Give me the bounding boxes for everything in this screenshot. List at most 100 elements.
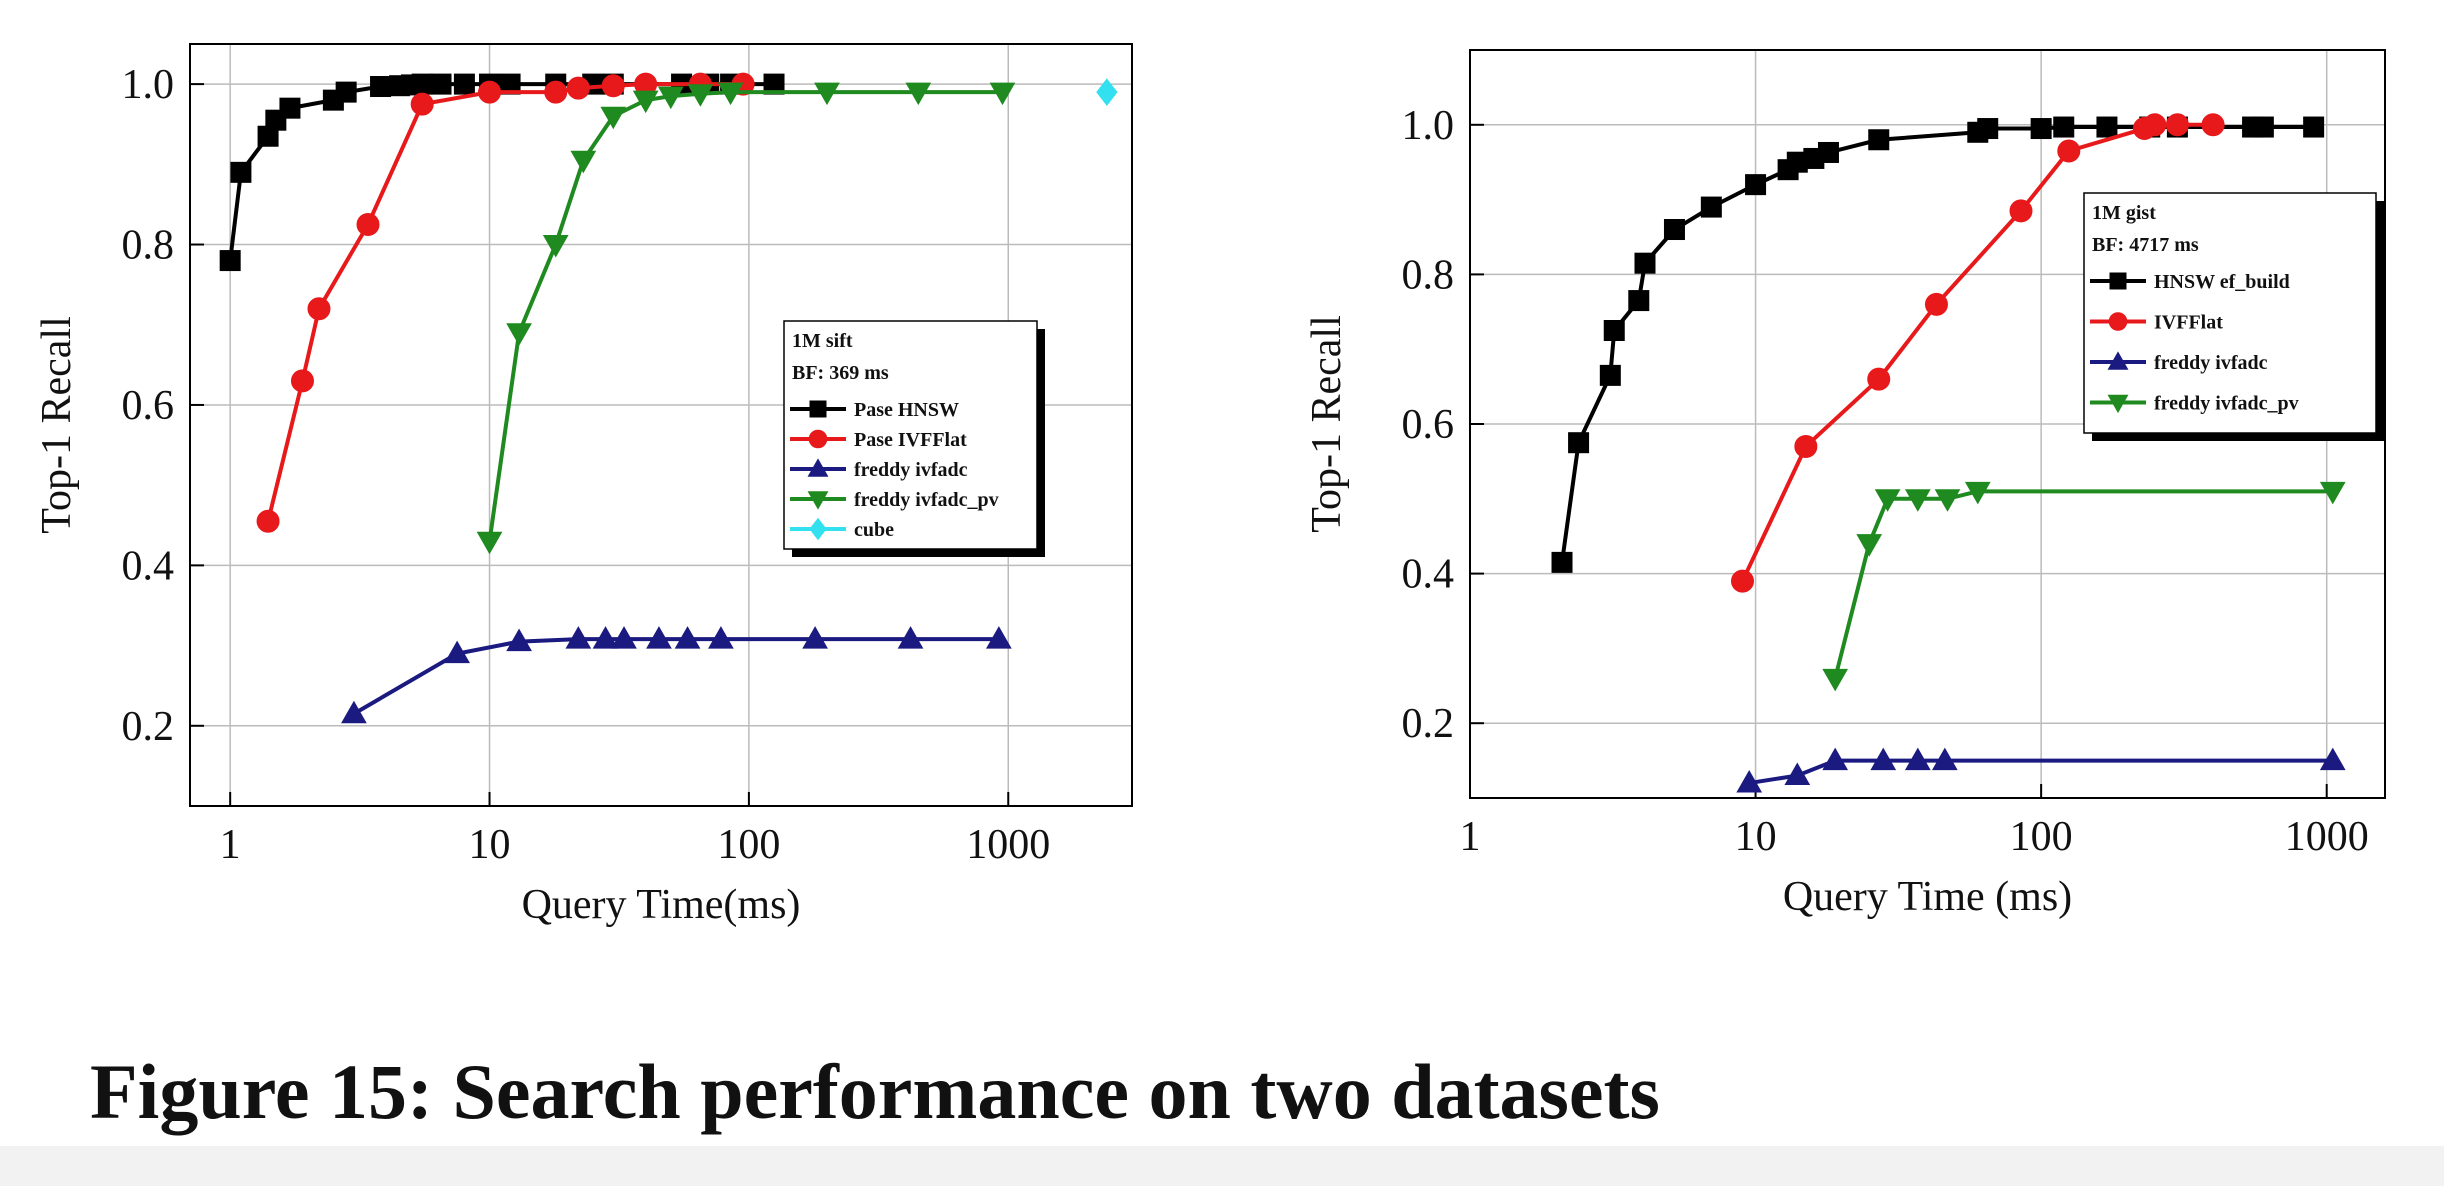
marker <box>256 509 280 533</box>
legend-box <box>2083 192 2377 434</box>
marker <box>476 531 503 555</box>
legend-title: 1M gist <box>2092 202 2156 224</box>
marker <box>632 90 659 114</box>
marker <box>807 491 829 510</box>
marker <box>2009 199 2033 223</box>
series-line <box>228 82 775 261</box>
marker <box>279 97 301 119</box>
marker <box>2143 113 2167 137</box>
marker <box>1856 534 1883 557</box>
marker <box>2107 394 2129 414</box>
y-tick-label: 0.6 <box>1402 402 1455 448</box>
marker <box>565 626 592 649</box>
marker <box>1794 434 1818 458</box>
marker <box>809 400 827 418</box>
x-tick-label: 10 <box>469 822 511 868</box>
y-tick-label: 0.4 <box>1402 552 1455 598</box>
marker <box>2165 113 2189 137</box>
marker <box>2252 116 2274 138</box>
legend-label: freddy ivfadc_pv <box>854 489 999 511</box>
series-line <box>487 90 1003 542</box>
marker <box>1603 320 1625 341</box>
marker <box>356 212 380 236</box>
marker <box>989 82 1016 106</box>
x-tick-label: 1000 <box>966 822 1050 868</box>
marker <box>1096 78 1118 106</box>
y-axis-title: Top-1 Recall <box>34 316 80 534</box>
marker <box>230 161 252 183</box>
marker <box>1822 668 1849 692</box>
marker <box>687 84 714 107</box>
marker <box>1634 252 1656 274</box>
marker <box>2053 116 2075 138</box>
chart: 1 10 100 1000 0.2 0.4 0.6 0.8 1.0 Query Time (ms)… <box>1304 49 2386 920</box>
plot-frame <box>1469 49 2386 799</box>
marker <box>566 76 590 100</box>
marker <box>802 626 828 649</box>
series-line <box>352 637 999 716</box>
marker <box>478 80 502 104</box>
legend-label: HNSW ef_build <box>2154 271 2290 293</box>
marker <box>1784 762 1811 786</box>
marker <box>2303 116 2325 138</box>
marker <box>444 640 470 664</box>
marker <box>657 86 684 110</box>
marker <box>1745 174 1767 196</box>
y-tick-label: 0.6 <box>122 383 175 429</box>
marker <box>506 628 532 652</box>
x-tick-label: 100 <box>717 822 780 868</box>
marker <box>646 626 672 649</box>
marker <box>808 429 828 449</box>
marker <box>1904 747 1931 771</box>
marker <box>335 81 357 103</box>
marker <box>1977 118 1999 140</box>
marker <box>219 250 241 272</box>
marker <box>542 235 569 258</box>
marker <box>905 82 932 106</box>
series-line <box>266 82 744 522</box>
marker <box>1700 196 1722 218</box>
y-tick-label: 1.0 <box>122 62 175 108</box>
marker <box>814 82 840 106</box>
marker <box>1924 292 1948 316</box>
marker <box>411 73 433 95</box>
marker <box>2109 272 2127 290</box>
marker <box>290 369 314 393</box>
marker <box>410 92 434 116</box>
x-tick-label: 1 <box>220 822 241 868</box>
marker <box>1736 770 1763 793</box>
marker <box>809 517 827 541</box>
marker <box>592 626 619 649</box>
marker <box>1934 489 1961 512</box>
marker <box>2108 312 2128 331</box>
marker <box>1663 219 1685 241</box>
marker <box>807 458 829 477</box>
marker <box>1731 569 1755 593</box>
marker <box>2030 118 2052 140</box>
x-axis-title: Query Time (ms) <box>1783 874 2072 920</box>
marker <box>1964 481 1991 505</box>
marker <box>601 74 625 98</box>
marker <box>611 626 637 649</box>
marker <box>1568 432 1590 454</box>
legend-label: freddy ivfadc <box>854 459 968 481</box>
marker <box>1599 364 1621 386</box>
marker <box>1867 367 1891 391</box>
y-tick-label: 0.8 <box>122 223 175 269</box>
x-tick-label: 10 <box>1735 814 1777 860</box>
marker <box>307 297 331 321</box>
bottom-strip <box>0 1146 2444 1186</box>
x-tick-label: 1 <box>1460 814 1481 860</box>
marker <box>1874 489 1901 512</box>
plot-frame <box>189 43 1133 807</box>
y-tick-label: 0.2 <box>1402 701 1455 747</box>
y-tick-label: 0.8 <box>1402 252 1455 298</box>
legend-label: Pase IVFFlat <box>854 429 967 451</box>
marker <box>1551 551 1573 573</box>
x-axis-title: Query Time(ms) <box>522 882 801 928</box>
marker <box>2107 351 2129 370</box>
y-tick-label: 1.0 <box>1402 103 1455 149</box>
marker <box>570 150 597 174</box>
marker <box>1822 747 1849 771</box>
